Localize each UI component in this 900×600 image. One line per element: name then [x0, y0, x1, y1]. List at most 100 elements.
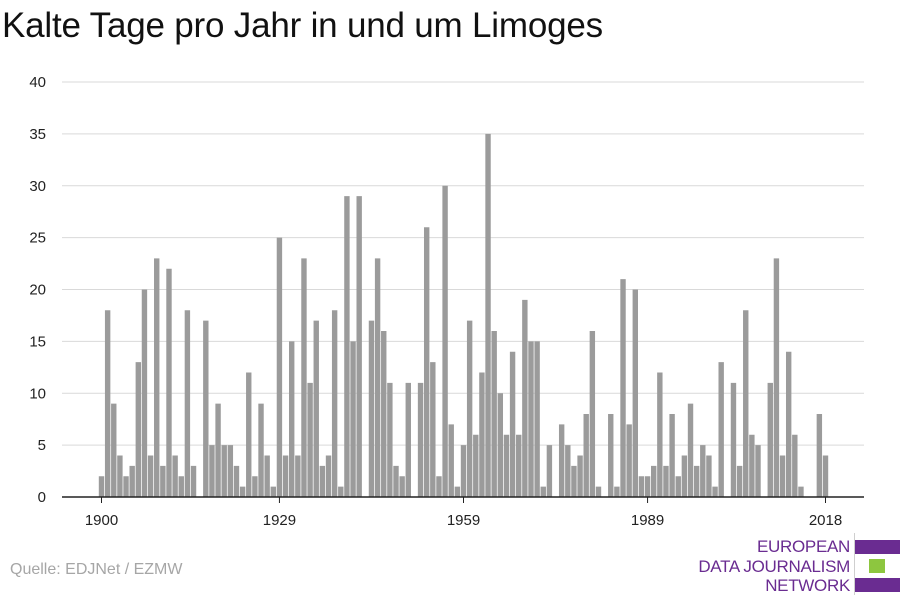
bar-1931 — [289, 341, 295, 498]
bar-1948 — [393, 465, 399, 498]
bar-1908 — [147, 455, 154, 497]
bar-1990 — [651, 465, 657, 498]
logo-bar-middle — [869, 559, 885, 573]
bar-2014 — [798, 486, 804, 498]
bar-1998 — [700, 445, 706, 498]
bar-1977 — [571, 465, 577, 498]
bar-1906 — [135, 362, 142, 498]
bar-1925 — [252, 476, 258, 497]
bar-1915 — [190, 465, 197, 498]
bar-1950 — [405, 382, 411, 498]
edjnet-logo[interactable]: EUROPEAN DATA JOURNALISM NETWORK — [698, 533, 900, 595]
bar-1928 — [270, 486, 276, 498]
bar-1959 — [460, 445, 467, 498]
bar-1938 — [331, 310, 338, 497]
bars — [98, 133, 829, 498]
logo-line-network: NETWORK — [765, 576, 850, 595]
y-tick-label: 10 — [29, 385, 46, 402]
bar-1976 — [565, 445, 571, 498]
bar-2006 — [749, 434, 755, 497]
bar-1957 — [448, 424, 454, 498]
bar-1984 — [614, 486, 620, 498]
bar-1972 — [540, 486, 546, 498]
bar-1929 — [276, 237, 283, 498]
bar-2011 — [779, 455, 786, 497]
y-tick-label: 35 — [29, 126, 46, 143]
bar-1922 — [233, 465, 240, 498]
source-note: Quelle: EDJNet / EZMW — [10, 561, 183, 578]
bar-1932 — [295, 455, 301, 497]
bar-1905 — [129, 465, 135, 498]
bar-2001 — [718, 362, 724, 498]
bar-1918 — [209, 445, 215, 498]
bar-1940 — [344, 196, 350, 498]
bar-1934 — [307, 382, 313, 498]
x-tick-label: 2018 — [809, 512, 842, 529]
y-tick-label: 0 — [38, 489, 46, 506]
x-tick-label: 1989 — [631, 512, 664, 529]
logo-divider — [854, 533, 855, 595]
bar-1958 — [454, 486, 461, 498]
y-axis-tick-labels: 0 5 10 15 20 25 30 35 40 — [29, 74, 46, 506]
bar-2007 — [755, 445, 761, 498]
y-tick-label: 20 — [29, 282, 46, 299]
bar-1930 — [282, 455, 289, 497]
x-tick-label: 1900 — [85, 512, 118, 529]
bar-1942 — [356, 196, 362, 498]
bar-1979 — [583, 414, 589, 497]
y-tick-label: 30 — [29, 178, 46, 195]
bar-1945 — [374, 258, 381, 498]
bar-1969 — [522, 299, 528, 498]
bar-1952 — [417, 382, 424, 498]
bar-1902 — [111, 403, 117, 498]
bar-1975 — [558, 424, 565, 498]
bar-1997 — [693, 465, 700, 498]
bar-1992 — [663, 465, 669, 498]
bar-1927 — [264, 455, 270, 497]
bar-1988 — [638, 476, 645, 497]
bar-1978 — [577, 455, 583, 497]
bar-1946 — [381, 331, 387, 497]
bar-1993 — [669, 414, 675, 497]
bar-1987 — [632, 289, 638, 497]
bar-1954 — [430, 362, 436, 498]
bar-1968 — [516, 434, 522, 497]
bar-2010 — [773, 258, 780, 498]
bar-2013 — [792, 434, 798, 497]
bar-1914 — [184, 310, 191, 497]
bar-1960 — [466, 320, 473, 498]
bar-1913 — [178, 476, 184, 497]
bar-1961 — [473, 434, 479, 497]
logo-bar-top — [855, 540, 900, 554]
bar-1920 — [221, 445, 227, 498]
bar-2018 — [822, 455, 829, 497]
bar-1911 — [166, 268, 172, 497]
bar-1970 — [528, 341, 534, 498]
chart-title: Kalte Tage pro Jahr in und um Limoges — [2, 6, 603, 45]
bar-1991 — [657, 372, 663, 497]
bar-1953 — [423, 227, 430, 497]
bar-1964 — [491, 331, 497, 497]
y-tick-label: 15 — [29, 333, 46, 350]
bar-1949 — [399, 476, 405, 497]
bar-1910 — [160, 465, 166, 498]
bar-1939 — [338, 486, 344, 498]
bar-1963 — [485, 133, 491, 498]
bar-1924 — [246, 372, 252, 497]
bar-1986 — [626, 424, 632, 498]
y-tick-label: 5 — [38, 437, 46, 454]
bar-1923 — [239, 486, 246, 498]
bar-1965 — [497, 393, 504, 497]
bar-1921 — [227, 445, 234, 498]
y-tick-label: 25 — [29, 230, 46, 247]
bar-1981 — [595, 486, 602, 498]
bar-1989 — [644, 476, 651, 497]
logo-line-data-journalism: DATA JOURNALISM — [698, 557, 850, 576]
bar-2004 — [736, 465, 743, 498]
bar-2003 — [730, 382, 737, 498]
bar-1985 — [620, 279, 626, 498]
bar-1966 — [503, 434, 510, 497]
bar-1962 — [479, 372, 485, 497]
logo-bar-bottom — [855, 578, 900, 592]
